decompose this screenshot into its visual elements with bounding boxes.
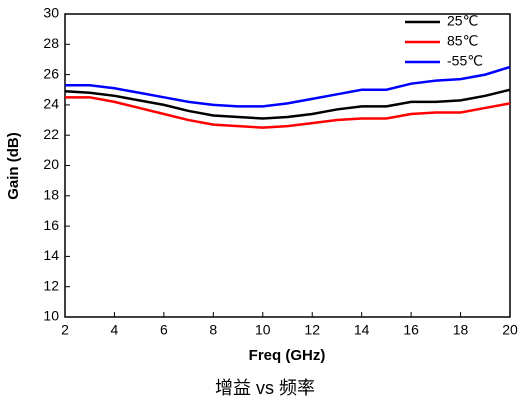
legend-label: 25℃ [447, 13, 478, 29]
y-tick-label: 12 [43, 277, 59, 293]
y-tick-label: 10 [43, 308, 59, 324]
caption: 增益 vs 频率 [215, 378, 315, 398]
series-line [65, 96, 511, 129]
y-tick-label: 14 [43, 247, 59, 263]
y-tick-label: 22 [43, 126, 59, 142]
y-tick-label: 26 [43, 65, 59, 81]
legend-label: 85℃ [447, 33, 478, 49]
y-tick-label: 20 [43, 156, 59, 172]
y-tick-label: 28 [43, 35, 59, 51]
x-tick-label: 20 [502, 322, 518, 338]
y-axis-label: Gain (dB) [5, 132, 22, 200]
x-tick-label: 6 [160, 322, 168, 338]
x-tick-label: 16 [403, 322, 419, 338]
y-tick-label: 24 [43, 96, 59, 112]
series-line [64, 88, 511, 120]
x-tick-label: 14 [354, 322, 370, 338]
x-tick-label: 2 [61, 322, 69, 338]
plot-frame [64, 13, 511, 318]
x-tick-label: 8 [209, 322, 217, 338]
series-line [65, 65, 511, 108]
x-tick-label: 12 [304, 322, 320, 338]
x-axis-label: Freq (GHz) [249, 347, 326, 364]
legend-label: -55℃ [447, 53, 483, 69]
x-tick-label: 4 [111, 322, 119, 338]
x-tick-label: 10 [255, 322, 271, 338]
y-tick-label: 30 [43, 5, 59, 21]
y-tick-label: 16 [43, 217, 59, 233]
x-tick-label: 18 [453, 322, 469, 338]
y-tick-label: 18 [43, 187, 59, 203]
